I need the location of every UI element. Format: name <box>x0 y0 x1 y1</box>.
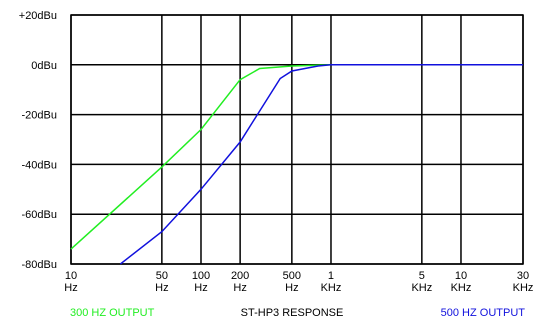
plot-frame <box>70 14 524 265</box>
x-tick-unit: Hz <box>64 282 77 294</box>
y-tick-label: -20dBu <box>22 110 57 122</box>
legend-entry: 500 HZ OUTPUT <box>441 307 526 319</box>
x-tick-unit: Hz <box>285 282 298 294</box>
series-line <box>70 64 523 250</box>
x-tick-label: 500 <box>283 270 301 282</box>
x-tick-unit: Hz <box>194 282 207 294</box>
x-tick-unit: KHz <box>451 282 472 294</box>
series-line <box>119 64 523 265</box>
y-tick-label: -40dBu <box>22 159 57 171</box>
y-tick-label: 0dBu <box>31 60 57 72</box>
x-tick-unit: KHz <box>321 282 342 294</box>
y-tick-label: +20dBu <box>19 10 57 22</box>
x-tick-label: 1 <box>328 270 334 282</box>
y-tick-label: -60dBu <box>22 209 57 221</box>
chart-title: ST-HP3 RESPONSE <box>241 307 344 319</box>
x-tick-label: 30 <box>517 270 529 282</box>
x-tick-unit: Hz <box>233 282 246 294</box>
y-tick-label: -80dBu <box>22 259 57 271</box>
x-tick-label: 50 <box>156 270 168 282</box>
x-tick-unit: KHz <box>411 282 432 294</box>
x-tick-unit: Hz <box>155 282 168 294</box>
x-tick-label: 10 <box>65 270 77 282</box>
x-tick-label: 5 <box>419 270 425 282</box>
x-tick-label: 200 <box>231 270 249 282</box>
x-tick-label: 100 <box>192 270 210 282</box>
x-tick-label: 10 <box>455 270 467 282</box>
legend-entry: 300 HZ OUTPUT <box>70 307 155 319</box>
x-tick-unit: KHz <box>513 282 534 294</box>
